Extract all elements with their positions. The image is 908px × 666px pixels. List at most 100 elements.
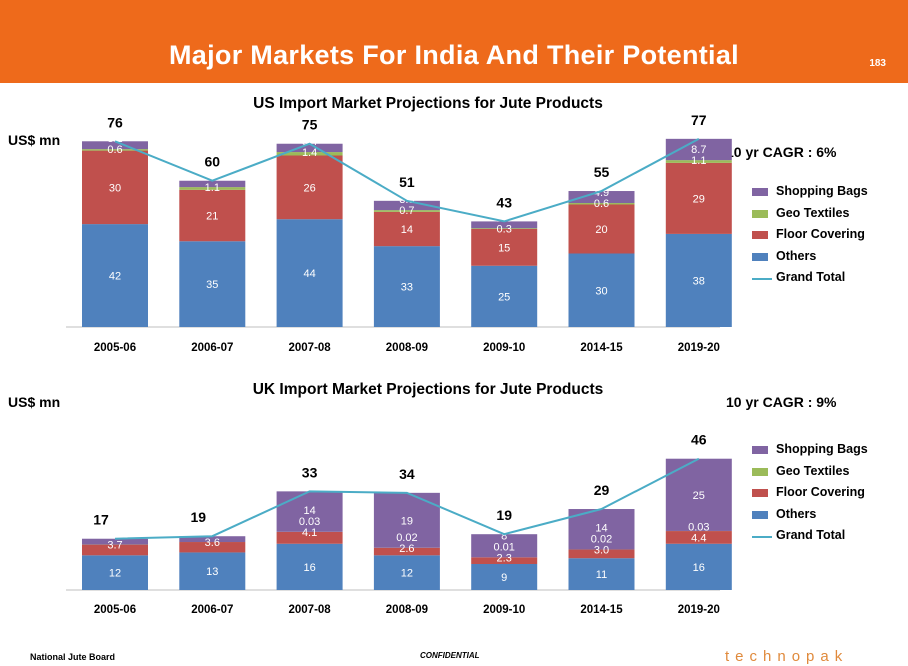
grand-total-label: 75	[302, 117, 318, 133]
footer-confidential: CONFIDENTIAL	[420, 651, 480, 660]
data-label-shopping-bags: 19	[401, 515, 413, 527]
bar-shopping-bags	[82, 538, 148, 545]
grand-total-label: 46	[691, 432, 707, 448]
grand-total-label: 17	[93, 512, 109, 528]
data-label-floor-covering: 29	[693, 193, 705, 205]
bar-others	[82, 555, 148, 590]
data-label-others: 35	[206, 279, 218, 291]
bar-floor-covering	[276, 531, 343, 544]
x-tick-label: 2014-15	[580, 342, 623, 354]
bar-shopping-bags	[179, 536, 246, 542]
grand-total-label: 34	[399, 466, 415, 482]
bar-shopping-bags	[82, 141, 148, 150]
legend-line-grand-total	[752, 278, 772, 280]
data-label-shopping-bags: 2	[209, 515, 215, 527]
legend-swatch-geo-textiles	[752, 209, 768, 218]
bar-floor-covering	[82, 150, 148, 225]
grand-total-label: 77	[691, 112, 707, 128]
data-label-geo-textiles: 0.7	[399, 205, 414, 217]
bar-others	[471, 265, 538, 327]
x-tick-label: 2006-07	[191, 342, 233, 354]
legend-label: Shopping Bags	[776, 442, 868, 456]
legend-swatch-floor-covering	[752, 231, 768, 239]
x-tick-label: 2007-08	[288, 604, 331, 616]
grand-total-label: 55	[594, 164, 610, 180]
x-tick-label: 2005-06	[94, 604, 136, 616]
legend-label: Grand Total	[776, 270, 846, 284]
data-label-floor-covering: 2.6	[399, 543, 414, 555]
bar-others	[179, 241, 246, 327]
data-label-others: 42	[109, 271, 121, 283]
legend-label: Geo Textiles	[776, 205, 850, 220]
legend-swatch-others	[752, 252, 768, 261]
data-label-shopping-bags: 25	[693, 490, 705, 502]
bar-geo-textiles	[179, 187, 246, 190]
grand-total-label: 19	[496, 507, 512, 523]
x-tick-label: 2019-20	[678, 342, 720, 354]
legend-label: Floor Covering	[776, 485, 865, 499]
bar-shopping-bags	[179, 180, 246, 188]
data-label-shopping-bags: 2	[112, 518, 118, 530]
us-cagr-annotation: 10 yr CAGR : 6%	[726, 144, 837, 160]
legend-label: Grand Total	[776, 528, 846, 542]
x-tick-label: 2009-10	[483, 604, 525, 616]
legend-label: Others	[776, 506, 817, 521]
x-tick-label: 2009-10	[483, 342, 525, 354]
grand-total-label: 29	[594, 482, 610, 498]
legend-label: Shopping Bags	[776, 184, 868, 198]
bar-floor-covering	[179, 189, 246, 242]
data-label-floor-covering: 30	[109, 182, 121, 194]
bar-shopping-bags	[471, 221, 538, 229]
header-banner: Major Markets For India And Their Potent…	[0, 0, 908, 83]
data-label-geo-textiles: 0.03	[688, 521, 709, 533]
bar-floor-covering	[276, 155, 343, 220]
data-label-others: 12	[401, 568, 413, 580]
data-label-shopping-bags: 8	[501, 530, 507, 542]
data-label-others: 25	[498, 291, 510, 303]
data-label-floor-covering: 4.1	[302, 527, 317, 539]
data-label-others: 33	[401, 282, 413, 294]
bar-floor-covering	[471, 557, 538, 564]
bar-shopping-bags	[568, 509, 635, 550]
bar-shopping-bags	[276, 491, 343, 532]
data-label-others: 38	[693, 275, 705, 287]
footer-organization: National Jute Board	[30, 652, 116, 662]
uk-chart-y-unit: US$ mn	[8, 394, 61, 410]
grand-total-label: 51	[399, 174, 415, 190]
data-label-geo-textiles: 0.6	[107, 144, 122, 156]
x-tick-label: 2019-20	[678, 604, 720, 616]
bar-geo-textiles	[471, 228, 538, 229]
bar-others	[82, 224, 148, 327]
bar-geo-textiles	[82, 149, 148, 151]
data-label-geo-textiles: 0.02	[591, 534, 612, 546]
x-tick-label: 2006-07	[191, 604, 233, 616]
bar-floor-covering	[665, 531, 732, 544]
data-label-geo-textiles: 0.02	[396, 532, 417, 544]
legend-swatch-floor-covering	[752, 489, 768, 497]
bar-shopping-bags	[471, 534, 538, 558]
bar-floor-covering	[471, 229, 538, 266]
legend-line-grand-total	[752, 536, 772, 538]
bar-floor-covering	[82, 544, 148, 556]
bar-geo-textiles	[373, 210, 440, 212]
data-label-shopping-bags: 8.7	[691, 144, 706, 156]
data-label-geo-textiles: 0.01	[202, 526, 223, 538]
us-chart-y-unit: US$ mn	[8, 132, 61, 148]
data-label-geo-textiles: 0.03	[299, 516, 320, 528]
grand-total-label: 43	[496, 194, 512, 210]
x-tick-label: 2008-09	[386, 342, 428, 354]
data-label-floor-covering: 4.4	[691, 532, 706, 544]
technopak-logo: technopak	[725, 648, 849, 665]
grand-total-label: 76	[107, 114, 123, 130]
data-label-geo-textiles: 0.6	[594, 198, 609, 210]
bar-geo-textiles	[568, 203, 635, 205]
chart-title: UK Import Market Projections for Jute Pr…	[253, 381, 604, 398]
bar-others	[471, 563, 538, 590]
bar-others	[276, 219, 343, 327]
data-label-geo-textiles: 0.3	[497, 223, 512, 235]
data-label-others: 12	[109, 568, 121, 580]
data-label-floor-covering: 3.7	[107, 540, 122, 552]
legend-swatch-geo-textiles	[752, 467, 768, 476]
uk-cagr-annotation: 10 yr CAGR : 9%	[726, 394, 837, 410]
